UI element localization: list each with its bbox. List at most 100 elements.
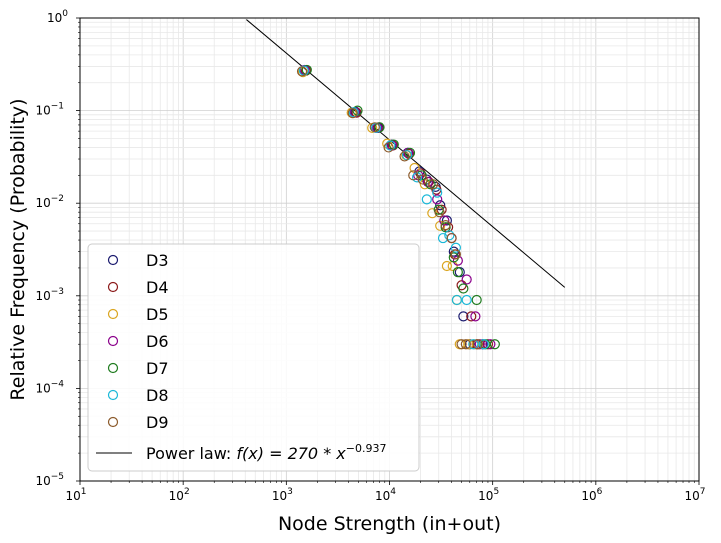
legend-item: D6 bbox=[107, 332, 169, 351]
data-point bbox=[404, 147, 416, 158]
data-point bbox=[436, 204, 447, 215]
data-point bbox=[447, 260, 458, 272]
data-point bbox=[472, 339, 484, 350]
data-point bbox=[296, 66, 308, 77]
data-point bbox=[444, 230, 455, 241]
legend-item: D7 bbox=[107, 359, 169, 378]
legend-label: D7 bbox=[146, 359, 169, 378]
data-point bbox=[432, 187, 443, 198]
y-axis-title: Relative Frequency (Probability) bbox=[7, 98, 29, 400]
data-point bbox=[399, 151, 410, 162]
legend-label-formula: f(x) = 270 * x bbox=[236, 444, 346, 463]
y-tick-label: 10−1 bbox=[35, 102, 64, 118]
data-point bbox=[385, 140, 396, 151]
x-tick-label: 104 bbox=[375, 487, 396, 503]
data-point bbox=[478, 339, 489, 350]
data-point bbox=[347, 107, 358, 119]
data-point bbox=[468, 339, 479, 350]
y-tick-label: 10−4 bbox=[35, 379, 64, 395]
data-point bbox=[451, 294, 462, 306]
x-tick-label: 101 bbox=[65, 487, 86, 503]
data-point bbox=[471, 294, 482, 306]
legend-label-prefix: Power law: bbox=[146, 444, 236, 463]
legend-marker bbox=[107, 308, 119, 320]
x-tick-exponent: 2 bbox=[184, 487, 190, 497]
legend-label: D6 bbox=[146, 332, 169, 351]
data-point bbox=[401, 150, 413, 161]
x-tick-exponent: 7 bbox=[700, 487, 706, 497]
legend-item: D5 bbox=[107, 305, 169, 324]
legend: D3 D4 D5 D6 D7 D8 D9 Power law: f(x) = 270 * x−… bbox=[87, 243, 420, 472]
legend-marker bbox=[107, 281, 119, 293]
data-point bbox=[369, 122, 380, 133]
series-D9 bbox=[296, 66, 484, 350]
x-tick-label: 107 bbox=[684, 487, 705, 503]
y-tick-label: 10−5 bbox=[35, 472, 64, 488]
y-tick-label: 10−3 bbox=[35, 287, 64, 303]
data-point bbox=[450, 242, 461, 253]
legend-item: D9 bbox=[107, 413, 169, 432]
data-point bbox=[427, 208, 438, 219]
data-point bbox=[422, 176, 433, 187]
data-point bbox=[446, 232, 457, 244]
legend-marker bbox=[107, 389, 119, 401]
x-tick-label: 106 bbox=[581, 487, 602, 503]
data-point bbox=[439, 215, 450, 226]
legend-item: D4 bbox=[107, 278, 169, 297]
data-point bbox=[421, 194, 432, 205]
legend-box bbox=[87, 243, 420, 472]
legend-label-exponent: −0.937 bbox=[346, 442, 387, 455]
y-tick-label: 10−2 bbox=[35, 194, 64, 210]
x-tick-exponent: 5 bbox=[493, 487, 499, 497]
data-point bbox=[470, 311, 481, 322]
legend-marker bbox=[107, 335, 119, 347]
data-point bbox=[408, 170, 419, 181]
legend-marker bbox=[107, 254, 119, 266]
y-tick-exponent: −4 bbox=[51, 379, 65, 389]
data-point bbox=[440, 220, 451, 231]
data-point bbox=[461, 294, 472, 306]
data-point bbox=[416, 170, 427, 181]
data-point bbox=[428, 179, 439, 190]
data-point bbox=[432, 194, 443, 205]
data-point bbox=[425, 179, 436, 190]
x-tick-label: 105 bbox=[478, 487, 499, 503]
data-point bbox=[452, 267, 463, 278]
data-point bbox=[434, 207, 445, 218]
x-tick-exponent: 1 bbox=[81, 487, 87, 497]
data-point bbox=[374, 122, 385, 133]
x-tick-exponent: 6 bbox=[597, 487, 603, 497]
series-D8 bbox=[298, 65, 489, 350]
legend-label: D4 bbox=[146, 278, 169, 297]
data-point bbox=[450, 249, 461, 260]
x-axis-title: Node Strength (in+out) bbox=[278, 513, 501, 535]
data-point bbox=[461, 274, 472, 285]
data-point bbox=[456, 339, 467, 350]
data-point bbox=[435, 200, 446, 211]
legend-label: D5 bbox=[146, 305, 169, 324]
data-point bbox=[485, 339, 496, 350]
plot-area bbox=[246, 19, 566, 350]
data-point bbox=[441, 260, 452, 272]
x-tick-exponent: 3 bbox=[287, 487, 293, 497]
data-point bbox=[460, 339, 471, 350]
legend-label: D9 bbox=[146, 413, 169, 432]
legend-label: D3 bbox=[146, 251, 169, 270]
y-tick-label: 100 bbox=[47, 9, 68, 25]
data-point bbox=[458, 283, 469, 294]
data-point bbox=[441, 215, 452, 226]
y-tick-exponent: −2 bbox=[51, 194, 64, 204]
y-tick-exponent: −3 bbox=[51, 287, 64, 297]
x-tick-label: 102 bbox=[169, 487, 190, 503]
data-point bbox=[489, 339, 500, 350]
data-point bbox=[348, 107, 359, 118]
data-point bbox=[466, 311, 477, 322]
legend-label-power-law: Power law: f(x) = 270 * x−0.937 bbox=[146, 442, 386, 463]
data-point bbox=[458, 311, 469, 322]
y-tick-exponent: −1 bbox=[51, 102, 64, 112]
data-point bbox=[448, 252, 459, 263]
data-point bbox=[419, 179, 430, 190]
legend-label: D8 bbox=[146, 386, 169, 405]
data-point bbox=[482, 339, 494, 350]
